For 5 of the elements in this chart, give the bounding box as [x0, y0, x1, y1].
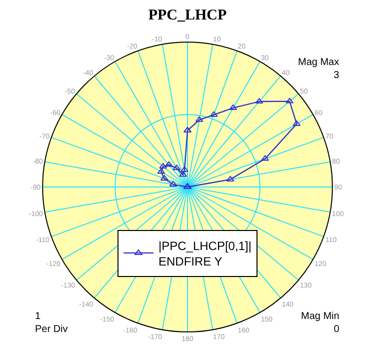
text: Mag Min 0: [301, 311, 340, 335]
text: Mag Max 3: [298, 57, 340, 81]
chart-title: PPC_LHCP: [148, 7, 227, 24]
legend-label: |PPC_LHCP[0,1]| ENDFIRE Y: [158, 238, 252, 268]
text: 1 Per Div: [35, 311, 68, 335]
